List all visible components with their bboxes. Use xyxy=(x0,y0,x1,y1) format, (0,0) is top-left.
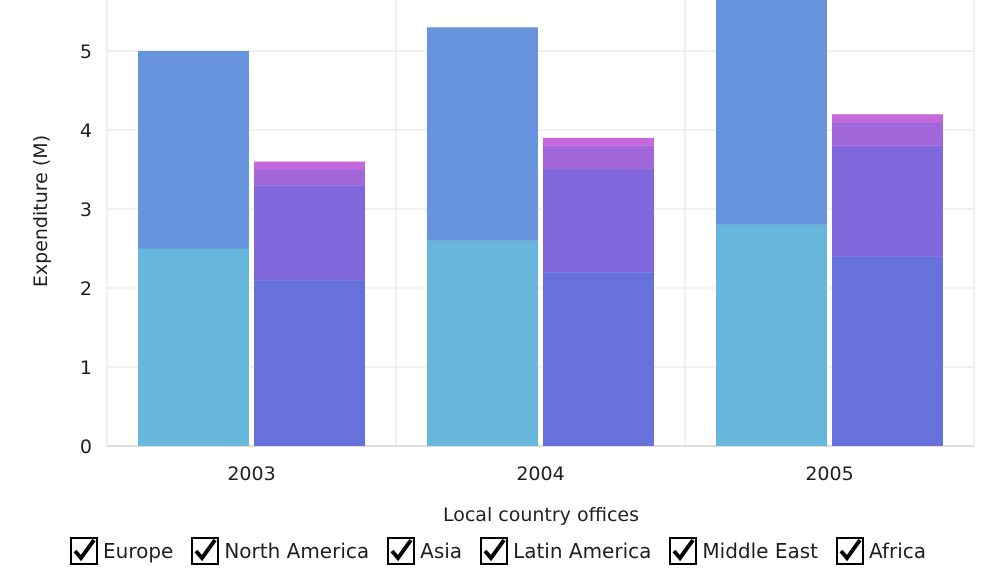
bar-europe-2004 xyxy=(427,240,538,446)
legend-label: North America xyxy=(224,539,370,563)
bar-layer xyxy=(138,0,943,446)
legend-item-latin-america[interactable]: Latin America xyxy=(480,537,651,565)
x-tick-label: 2004 xyxy=(516,463,564,485)
checkbox-checked-icon[interactable] xyxy=(387,537,416,565)
bar-north-america-2004 xyxy=(427,27,538,241)
legend-label: Asia xyxy=(420,539,463,563)
bar-africa-2005 xyxy=(832,114,943,123)
bar-europe-2005 xyxy=(716,224,827,446)
legend: Europe North America Asia Latin America … xyxy=(70,537,944,565)
legend-item-asia[interactable]: Asia xyxy=(387,537,462,565)
y-tick-label: 2 xyxy=(80,278,92,300)
legend-item-north-america[interactable]: North America xyxy=(191,537,369,565)
bar-north-america-2003 xyxy=(138,51,249,249)
axis-layer: 0 1 2 3 4 5 2003 2004 2005 xyxy=(80,41,854,485)
bar-europe-2003 xyxy=(138,248,249,446)
bar-latin-america-2003 xyxy=(254,185,365,281)
y-tick-label: 0 xyxy=(80,436,92,458)
checkbox-checked-icon[interactable] xyxy=(669,537,698,565)
bar-latin-america-2005 xyxy=(832,145,943,257)
bar-latin-america-2004 xyxy=(543,169,654,273)
bar-africa-2003 xyxy=(254,161,365,170)
x-tick-label: 2003 xyxy=(227,463,275,485)
legend-item-europe[interactable]: Europe xyxy=(70,537,173,565)
bar-asia-2004 xyxy=(543,272,654,446)
y-axis-title: Expenditure (M) xyxy=(30,135,52,287)
legend-item-middle-east[interactable]: Middle East xyxy=(669,537,818,565)
legend-item-africa[interactable]: Africa xyxy=(835,537,927,565)
x-axis-title: Local country offices xyxy=(443,504,639,526)
bar-middle-east-2003 xyxy=(254,169,365,186)
bar-asia-2003 xyxy=(254,280,365,446)
grid-layer xyxy=(106,0,975,447)
legend-label: Europe xyxy=(103,539,174,563)
legend-label: Latin America xyxy=(513,539,652,563)
y-tick-label: 3 xyxy=(80,199,92,221)
checkbox-checked-icon[interactable] xyxy=(480,537,509,565)
y-tick-label: 4 xyxy=(80,120,92,142)
y-tick-label: 1 xyxy=(80,357,92,379)
checkbox-checked-icon[interactable] xyxy=(191,537,220,565)
bar-north-america-2005 xyxy=(716,0,827,225)
checkbox-checked-icon[interactable] xyxy=(835,537,864,565)
bar-africa-2004 xyxy=(543,137,654,146)
bar-middle-east-2005 xyxy=(832,122,943,146)
bar-middle-east-2004 xyxy=(543,145,654,170)
legend-label: Middle East xyxy=(702,539,818,563)
bar-asia-2005 xyxy=(832,256,943,446)
legend-label: Africa xyxy=(868,539,927,563)
checkbox-checked-icon[interactable] xyxy=(70,537,98,565)
x-tick-label: 2005 xyxy=(805,463,853,485)
y-tick-label: 5 xyxy=(80,41,92,63)
